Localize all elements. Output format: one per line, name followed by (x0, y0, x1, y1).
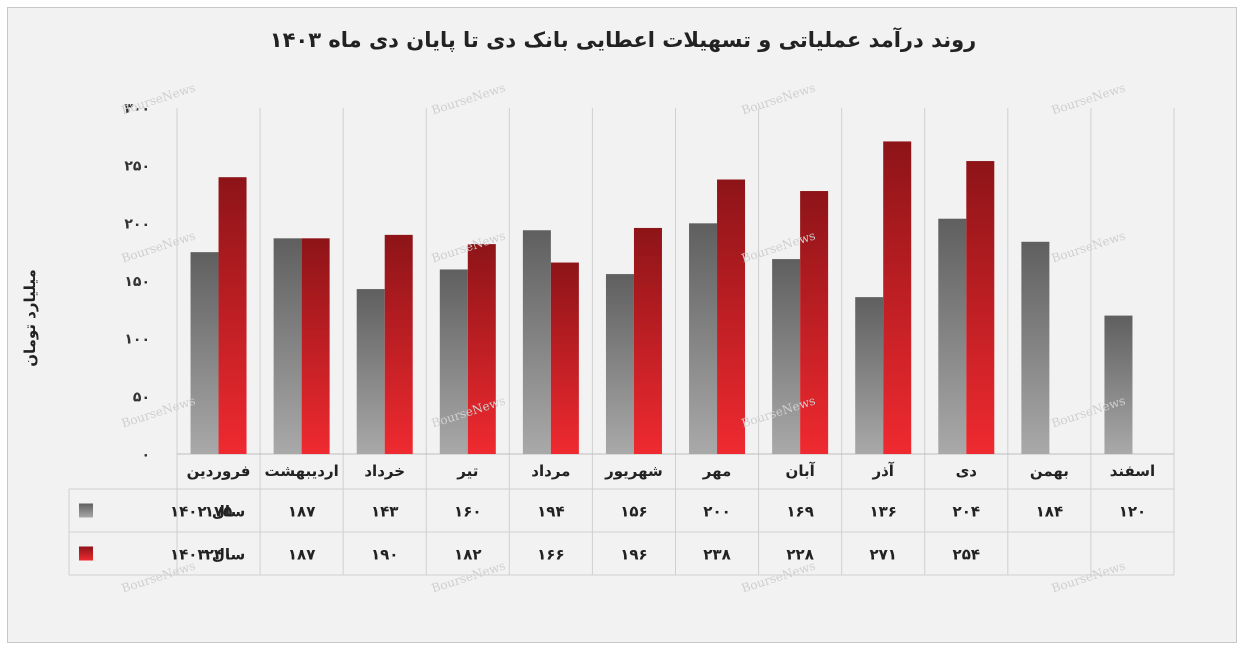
table-value: ۱۸۷ (288, 503, 315, 521)
bar-1402 (1021, 241, 1050, 454)
bar-1402 (356, 289, 385, 454)
table-value: ۱۹۰ (371, 546, 398, 564)
legend-swatch-1402 (79, 503, 93, 518)
table-value: ۱۸۴ (1036, 503, 1063, 521)
x-tick-label: اسفند (1110, 462, 1155, 480)
y-tick-labels: ۰ ۵۰ ۱۰۰ ۱۵۰ ۲۰۰ ۲۵۰ ۳۰۰ (124, 101, 150, 463)
table-value: ۲۳۸ (703, 546, 730, 564)
bar-1403 (883, 141, 912, 455)
x-tick-label: خرداد (364, 462, 405, 480)
table-value: ۱۹۴ (537, 503, 564, 521)
legend-swatch-1403 (79, 546, 93, 561)
bar-1403 (633, 227, 662, 454)
table-value: ۲۰۴ (953, 503, 980, 521)
x-tick-label: آذر (871, 462, 894, 480)
x-tick-label: دی (956, 462, 978, 480)
bar-1402 (439, 269, 468, 454)
table-value: ۱۴۳ (371, 503, 398, 521)
bar-1402 (190, 252, 219, 454)
table-value: ۱۶۹ (786, 503, 813, 521)
legend-label: سال ۱۴۰۲ (170, 503, 245, 521)
bar-1403 (550, 262, 579, 454)
x-tick-label: آبان (786, 462, 816, 480)
bar-1403 (717, 179, 746, 455)
y-tick-label: ۲۵۰ (124, 159, 150, 175)
table-value: ۱۶۶ (537, 546, 564, 564)
table-value: ۱۹۶ (620, 546, 647, 564)
bar-1402 (689, 223, 718, 454)
table-value: ۱۶۰ (454, 503, 481, 521)
x-tick-label: مهر (702, 462, 732, 480)
table-value: ۱۸۲ (454, 546, 481, 564)
x-tick-label: فروردین (187, 462, 251, 480)
legend-label: سال ۱۴۰۳ (170, 546, 245, 564)
bar-1403 (218, 177, 247, 454)
y-tick-label: ۲۰۰ (124, 216, 150, 232)
y-tick-label: ۰ (141, 447, 150, 463)
x-tick-label: بهمن (1030, 462, 1069, 480)
y-tick-label: ۳۰۰ (124, 101, 150, 117)
chart-title: روند درآمد عملیاتی و تسهیلات اعطایی بانک… (269, 28, 977, 52)
table-value: ۱۳۶ (869, 503, 896, 521)
y-tick-label: ۱۵۰ (124, 274, 150, 290)
bar-1402 (1104, 315, 1133, 454)
bar-1403 (467, 244, 496, 454)
data-table: فروردین اردیبهشت خرداد تیر مرداد شهریور مهر آبا… (68, 462, 1174, 576)
y-tick-label: ۵۰ (133, 389, 150, 405)
table-value: ۱۵۶ (620, 503, 647, 521)
table-value: ۲۴۰ (205, 546, 232, 564)
x-tick-label: مرداد (531, 462, 570, 480)
x-tick-label: اردیبهشت (264, 462, 338, 480)
x-tick-label: شهریور (604, 462, 663, 480)
bar-1403 (301, 238, 330, 454)
table-value: ۱۷۵ (205, 503, 232, 521)
y-tick-label: ۱۰۰ (124, 332, 150, 348)
table-value: ۲۰۰ (703, 503, 730, 521)
bar-1403 (966, 161, 995, 454)
bar-1402 (605, 274, 634, 454)
bar-1402 (938, 218, 967, 454)
bar-1402 (855, 297, 884, 454)
table-value: ۱۲۰ (1119, 503, 1146, 521)
table-value: ۲۷۱ (869, 546, 896, 564)
bar-1402 (772, 259, 801, 454)
x-tick-label: تیر (456, 462, 478, 480)
bar-1403 (384, 234, 413, 454)
bar-1402 (273, 238, 302, 454)
table-value: ۲۵۴ (953, 546, 980, 564)
table-value: ۲۲۸ (786, 546, 813, 564)
table-value: ۱۸۷ (288, 546, 315, 564)
grid-lines (176, 108, 1175, 575)
bar-1403 (800, 191, 829, 455)
bars (190, 141, 1133, 455)
bar-1402 (522, 230, 551, 454)
